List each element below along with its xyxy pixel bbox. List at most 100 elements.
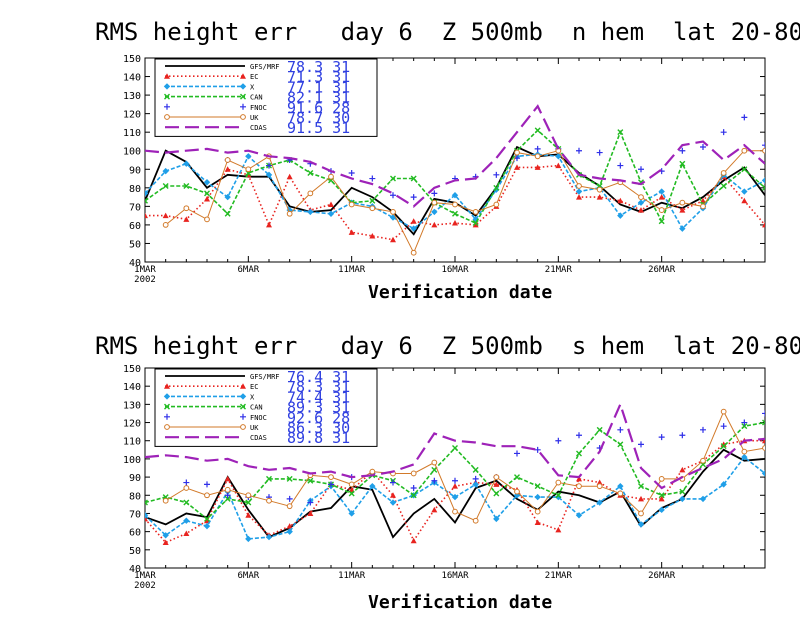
point-can <box>245 499 252 506</box>
legend-label: EC <box>250 73 258 81</box>
point-x <box>617 482 624 490</box>
x-tick-label: 16MAR <box>441 265 469 275</box>
point-ec <box>452 220 458 226</box>
point-fnoc <box>534 145 541 152</box>
point-uk <box>741 147 748 154</box>
point-uk <box>720 408 727 415</box>
point-uk <box>369 468 376 475</box>
point-uk <box>410 249 417 256</box>
point-uk <box>679 199 686 206</box>
point-can <box>741 166 748 173</box>
legend-label: GFS/MRF <box>250 63 280 71</box>
point-can <box>617 129 624 136</box>
point-ec <box>658 194 665 200</box>
y-tick-label: 110 <box>123 437 141 448</box>
point-fnoc <box>638 441 644 448</box>
point-ec <box>162 539 169 546</box>
series-line-cdas <box>145 104 765 208</box>
point-x <box>472 481 479 488</box>
legend-marker <box>240 103 246 110</box>
point-ec <box>390 492 396 498</box>
x-tick-label: 11MAR <box>338 571 366 581</box>
point-can <box>472 466 479 473</box>
point-x <box>617 212 624 219</box>
point-ec <box>183 530 190 536</box>
point-x <box>162 167 169 175</box>
point-uk <box>328 474 334 480</box>
point-x <box>369 482 376 490</box>
point-uk <box>307 190 314 197</box>
point-ec <box>286 523 293 529</box>
point-fnoc <box>431 477 438 484</box>
series-line-cdas <box>145 401 765 490</box>
legend-marker <box>164 73 170 79</box>
x-year-label: 2002 <box>134 581 156 591</box>
point-ec <box>162 212 169 219</box>
point-can <box>307 477 314 484</box>
point-can <box>638 483 644 490</box>
legend-stat: 78.7 30 <box>287 109 350 127</box>
point-uk <box>204 216 210 223</box>
point-uk <box>514 488 520 495</box>
point-uk <box>596 186 603 193</box>
point-fnoc <box>617 162 624 169</box>
point-uk <box>266 497 272 504</box>
point-uk <box>204 492 210 499</box>
legend-marker <box>164 103 170 110</box>
point-fnoc <box>431 190 438 197</box>
legend-stat: 86.3 30 <box>287 419 350 437</box>
legend-box <box>154 368 378 447</box>
chart-title-sh: RMS height err day 6 Z 500mb s hem lat 2… <box>95 332 800 360</box>
legend-marker <box>240 383 246 389</box>
point-x <box>265 171 273 179</box>
point-uk <box>514 149 520 156</box>
point-uk <box>245 492 252 499</box>
point-ec <box>741 197 748 204</box>
point-ec <box>576 194 582 200</box>
point-fnoc <box>452 477 458 484</box>
point-x <box>534 493 541 501</box>
point-uk <box>534 153 541 160</box>
point-fnoc <box>493 171 500 178</box>
point-ec <box>348 486 355 493</box>
point-ec <box>596 479 603 486</box>
x-year-label: 2002 <box>134 275 156 285</box>
point-uk <box>286 503 293 510</box>
legend-stat: 89.3 31 <box>287 399 350 417</box>
legend-stat: 78.3 31 <box>287 58 350 76</box>
point-fnoc <box>328 481 334 488</box>
point-ec <box>369 233 376 239</box>
point-fnoc <box>596 149 603 156</box>
point-can <box>576 450 582 457</box>
point-x <box>203 179 211 186</box>
point-ec <box>555 162 562 169</box>
point-can <box>514 474 520 481</box>
legend-stat: 91.6 28 <box>287 99 350 117</box>
legend-label: FNOC <box>250 414 267 422</box>
point-can <box>145 499 148 506</box>
point-fnoc <box>720 423 727 430</box>
point-x <box>555 153 562 160</box>
point-x <box>637 521 645 528</box>
legend-label: X <box>250 393 255 401</box>
legend-marker <box>240 93 246 100</box>
legend-stat: 92.6 28 <box>287 409 350 427</box>
point-x <box>307 208 314 216</box>
x-tick-label: 6MAR <box>237 265 259 275</box>
point-ec <box>472 221 479 228</box>
y-tick-label: 40 <box>129 564 141 575</box>
point-x <box>679 225 686 232</box>
point-ec <box>493 481 500 487</box>
x-tick-label: 1MAR <box>134 265 156 275</box>
point-uk <box>617 490 624 497</box>
xlabel-nh: Verification date <box>368 282 553 303</box>
series-line-uk <box>165 410 765 522</box>
point-fnoc <box>720 129 727 136</box>
legend-marker <box>164 424 170 430</box>
point-can <box>183 182 190 189</box>
point-fnoc <box>348 169 355 176</box>
legend-marker <box>240 403 246 410</box>
point-fnoc <box>204 481 210 488</box>
point-fnoc <box>534 446 541 453</box>
point-uk <box>720 170 727 176</box>
